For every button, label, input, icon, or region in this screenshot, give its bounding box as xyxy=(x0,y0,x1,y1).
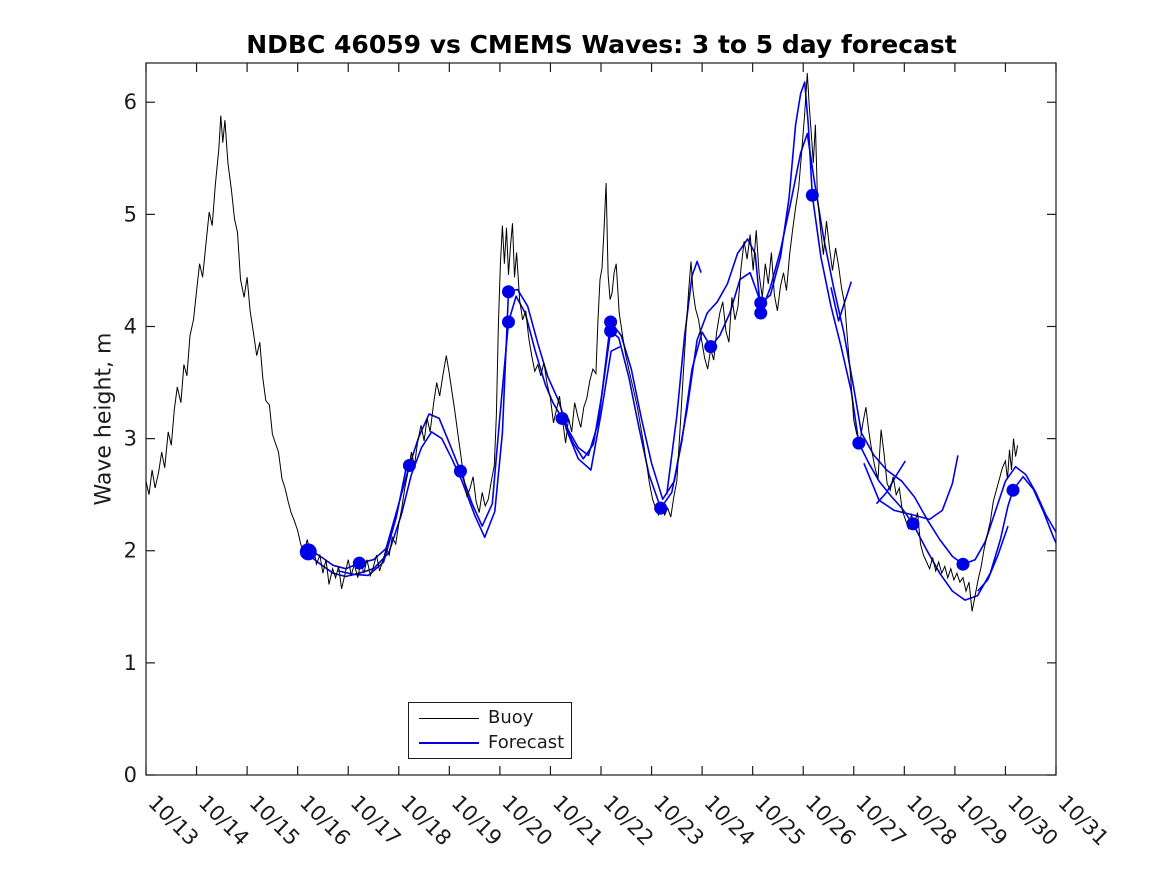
forecast-start-marker xyxy=(654,501,668,515)
x-tick-label: 10/17 xyxy=(346,791,406,851)
legend: Buoy Forecast xyxy=(408,702,572,759)
x-tick-label: 10/18 xyxy=(396,791,456,851)
plot-area xyxy=(146,73,1056,612)
y-tick-label: 4 xyxy=(124,314,137,338)
x-tick-label: 10/25 xyxy=(750,791,810,851)
forecast-start-marker xyxy=(956,557,970,571)
forecast-start-marker xyxy=(906,517,920,531)
forecast-line xyxy=(337,466,408,577)
x-tick-label: 10/15 xyxy=(245,791,305,851)
legend-forecast-row: Forecast xyxy=(409,731,571,755)
x-tick-label: 10/21 xyxy=(548,791,608,851)
forecast-start-marker xyxy=(501,315,515,329)
forecast-start-marker xyxy=(805,188,819,202)
legend-buoy-row: Buoy xyxy=(409,706,571,730)
forecast-start-marker xyxy=(501,285,515,299)
forecast-start-marker xyxy=(1006,483,1020,497)
y-tick-label: 6 xyxy=(124,90,137,114)
x-tick-label: 10/28 xyxy=(902,791,962,851)
x-tick-label: 10/16 xyxy=(295,791,355,851)
forecast-start-marker xyxy=(604,315,618,329)
forecast-line xyxy=(665,260,702,495)
x-tick-label: 10/26 xyxy=(801,791,861,851)
forecast-line xyxy=(564,345,621,471)
x-tick-label: 10/23 xyxy=(649,791,709,851)
y-axis-label: Wave height, m xyxy=(91,332,117,506)
y-tick-label: 2 xyxy=(124,539,137,563)
x-tick-label: 10/13 xyxy=(143,791,203,851)
x-axis: 10/1310/1410/1510/1610/1710/1810/1910/20… xyxy=(143,63,1113,850)
forecast-line xyxy=(977,525,1009,592)
forecast-start-marker xyxy=(704,340,718,354)
plot-title: NDBC 46059 vs CMEMS Waves: 3 to 5 day fo… xyxy=(246,30,957,59)
forecast-line xyxy=(863,455,959,521)
x-tick-label: 10/20 xyxy=(497,791,557,851)
legend-buoy-label: Buoy xyxy=(488,707,534,728)
x-tick-label: 10/24 xyxy=(700,791,760,851)
forecast-start-marker xyxy=(299,543,317,561)
y-tick-label: 5 xyxy=(124,202,137,226)
x-tick-label: 10/29 xyxy=(952,791,1012,851)
legend-forecast-label: Forecast xyxy=(488,732,565,753)
x-tick-label: 10/31 xyxy=(1053,791,1113,851)
forecast-start-marker xyxy=(754,296,768,310)
forecast-line xyxy=(307,132,1056,578)
forecast-line xyxy=(307,81,1056,601)
y-tick-label: 1 xyxy=(124,651,137,675)
forecast-start-marker xyxy=(604,324,618,338)
x-tick-label: 10/19 xyxy=(447,791,507,851)
x-tick-label: 10/30 xyxy=(1003,791,1063,851)
y-tick-label: 0 xyxy=(124,763,137,787)
forecast-line-swatch xyxy=(419,742,479,744)
forecast-start-marker xyxy=(555,411,569,425)
forecast-start-marker xyxy=(352,556,366,570)
x-tick-label: 10/27 xyxy=(851,791,911,851)
y-tick-label: 3 xyxy=(124,427,137,451)
forecast-start-marker xyxy=(453,464,467,478)
forecast-start-marker xyxy=(754,306,768,320)
forecast-start-marker xyxy=(402,459,416,473)
y-axis: 0 1 2 3 4 5 6 xyxy=(124,90,1056,787)
buoy-line-swatch xyxy=(419,717,479,719)
x-tick-label: 10/14 xyxy=(194,791,254,851)
axes-box xyxy=(145,62,1057,776)
x-tick-label: 10/22 xyxy=(598,791,658,851)
forecast-start-marker xyxy=(852,436,866,450)
buoy-line xyxy=(146,73,1019,612)
forecast-line xyxy=(830,281,853,322)
